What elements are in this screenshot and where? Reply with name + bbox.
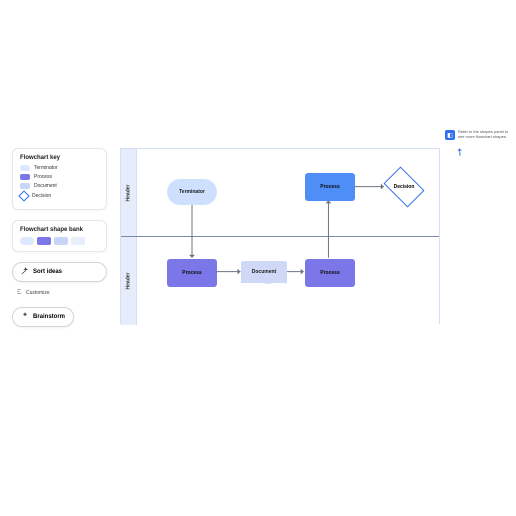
key-label: Terminator	[34, 165, 58, 171]
key-label: Process	[34, 174, 52, 180]
key-swatch-process	[20, 174, 30, 180]
key-item: Terminator	[20, 165, 99, 171]
key-label: Decision	[32, 193, 51, 199]
customize-label: Customize	[26, 290, 50, 296]
key-item: Process	[20, 174, 99, 180]
brainstorm-button[interactable]: Brainstorm	[12, 307, 74, 327]
sort-ideas-button[interactable]: Sort ideas	[12, 262, 107, 282]
bank-shape[interactable]	[37, 237, 51, 245]
key-label: Document	[34, 183, 57, 189]
node-process[interactable]: Process	[167, 259, 217, 287]
customize-link[interactable]: Customize	[12, 288, 107, 297]
sparkle-icon	[21, 312, 29, 322]
shapes-panel-icon: ◧	[445, 130, 455, 140]
swimlane-2-label: Header	[126, 273, 132, 290]
sliders-icon	[16, 288, 23, 297]
flowchart-key-panel: Flowchart key Terminator Process Document D…	[12, 148, 107, 210]
flowchart-canvas[interactable]: Header Header Terminator Process Decision P…	[120, 148, 440, 324]
tip-callout: ◧ Refer to the shapes panel to see more …	[445, 130, 510, 140]
bank-shape[interactable]	[54, 237, 68, 245]
node-process[interactable]: Process	[305, 259, 355, 287]
shape-bank-row	[20, 237, 99, 245]
key-item: Document	[20, 183, 99, 189]
key-item: Decision	[20, 192, 99, 200]
shape-bank-panel: Flowchart shape bank	[12, 220, 107, 252]
bank-shape[interactable]	[71, 237, 85, 245]
shape-bank-title: Flowchart shape bank	[20, 227, 99, 233]
node-label: Decision	[394, 184, 415, 190]
tip-arrow-icon: ➘	[453, 145, 466, 159]
sidebar: Flowchart key Terminator Process Document D…	[12, 148, 107, 333]
key-swatch-decision	[18, 190, 29, 201]
key-swatch-document	[20, 183, 30, 189]
swimlane-1-header[interactable]: Header	[121, 149, 137, 236]
swimlane-1-label: Header	[126, 184, 132, 201]
nodes-layer: Terminator Process Decision Process Document…	[137, 149, 439, 323]
sort-ideas-label: Sort ideas	[33, 269, 62, 275]
flowchart-key-title: Flowchart key	[20, 155, 99, 161]
swimlane-2-header[interactable]: Header	[121, 237, 137, 325]
key-swatch-terminator	[20, 165, 30, 171]
wand-icon	[21, 267, 29, 277]
brainstorm-label: Brainstorm	[33, 314, 65, 320]
node-decision[interactable]: Decision	[387, 175, 421, 199]
bank-shape[interactable]	[20, 237, 34, 245]
tip-text: Refer to the shapes panel to see more fl…	[458, 130, 510, 140]
node-document[interactable]: Document	[241, 261, 287, 283]
node-process[interactable]: Process	[305, 173, 355, 201]
node-terminator[interactable]: Terminator	[167, 179, 217, 205]
